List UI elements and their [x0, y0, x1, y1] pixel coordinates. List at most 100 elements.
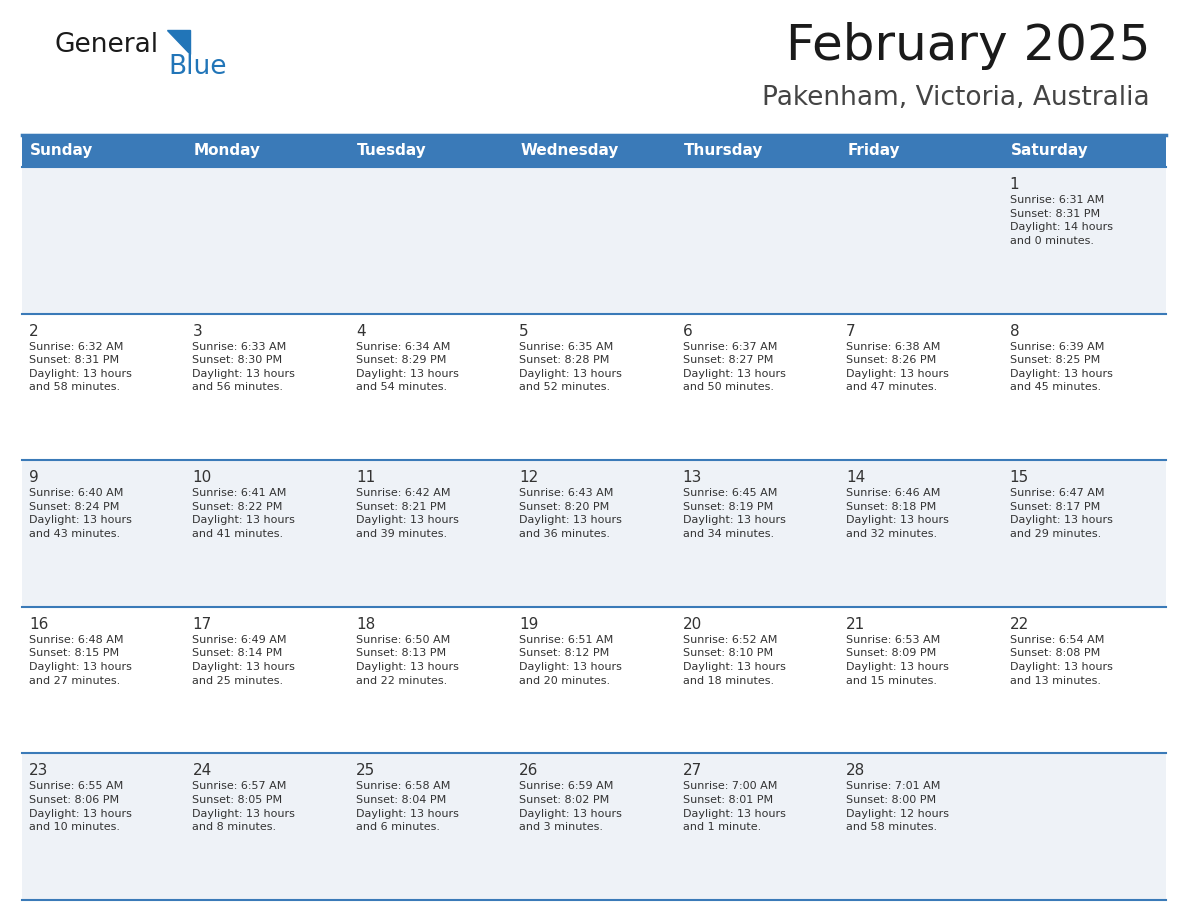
Text: 7: 7 [846, 324, 855, 339]
Bar [1003, 135, 1165, 167]
Text: 22: 22 [1010, 617, 1029, 632]
Bar [349, 607, 512, 754]
Bar [349, 460, 512, 607]
Text: Wednesday: Wednesday [520, 143, 619, 159]
Bar [185, 167, 349, 314]
Text: Sunrise: 6:41 AM
Sunset: 8:22 PM
Daylight: 13 hours
and 41 minutes.: Sunrise: 6:41 AM Sunset: 8:22 PM Dayligh… [192, 488, 296, 539]
Text: Sunrise: 6:58 AM
Sunset: 8:04 PM
Daylight: 13 hours
and 6 minutes.: Sunrise: 6:58 AM Sunset: 8:04 PM Dayligh… [356, 781, 459, 833]
Text: Sunrise: 6:37 AM
Sunset: 8:27 PM
Daylight: 13 hours
and 50 minutes.: Sunrise: 6:37 AM Sunset: 8:27 PM Dayligh… [683, 341, 785, 392]
Text: 10: 10 [192, 470, 211, 486]
Text: 28: 28 [846, 764, 865, 778]
Bar [185, 607, 349, 754]
Text: Sunrise: 7:00 AM
Sunset: 8:01 PM
Daylight: 13 hours
and 1 minute.: Sunrise: 7:00 AM Sunset: 8:01 PM Dayligh… [683, 781, 785, 833]
Text: Monday: Monday [194, 143, 260, 159]
Text: 18: 18 [356, 617, 375, 632]
Text: Sunrise: 6:45 AM
Sunset: 8:19 PM
Daylight: 13 hours
and 34 minutes.: Sunrise: 6:45 AM Sunset: 8:19 PM Dayligh… [683, 488, 785, 539]
Text: 4: 4 [356, 324, 366, 339]
Text: Thursday: Thursday [684, 143, 763, 159]
Text: 9: 9 [29, 470, 39, 486]
Text: General: General [55, 32, 159, 58]
Text: Sunrise: 6:40 AM
Sunset: 8:24 PM
Daylight: 13 hours
and 43 minutes.: Sunrise: 6:40 AM Sunset: 8:24 PM Dayligh… [29, 488, 132, 539]
Bar [676, 135, 839, 167]
Bar [839, 754, 1003, 900]
Text: 12: 12 [519, 470, 538, 486]
Text: Pakenham, Victoria, Australia: Pakenham, Victoria, Australia [763, 85, 1150, 111]
Text: 16: 16 [29, 617, 49, 632]
Text: 2: 2 [29, 324, 39, 339]
Bar [676, 167, 839, 314]
Text: Sunrise: 6:32 AM
Sunset: 8:31 PM
Daylight: 13 hours
and 58 minutes.: Sunrise: 6:32 AM Sunset: 8:31 PM Dayligh… [29, 341, 132, 392]
Text: Sunrise: 6:54 AM
Sunset: 8:08 PM
Daylight: 13 hours
and 13 minutes.: Sunrise: 6:54 AM Sunset: 8:08 PM Dayligh… [1010, 635, 1112, 686]
Text: 11: 11 [356, 470, 375, 486]
Text: Sunrise: 6:31 AM
Sunset: 8:31 PM
Daylight: 14 hours
and 0 minutes.: Sunrise: 6:31 AM Sunset: 8:31 PM Dayligh… [1010, 195, 1113, 246]
Bar [349, 135, 512, 167]
Bar [23, 167, 185, 314]
Text: Blue: Blue [168, 54, 227, 80]
Bar [676, 314, 839, 460]
Text: 1: 1 [1010, 177, 1019, 192]
Text: Sunrise: 6:34 AM
Sunset: 8:29 PM
Daylight: 13 hours
and 54 minutes.: Sunrise: 6:34 AM Sunset: 8:29 PM Dayligh… [356, 341, 459, 392]
Text: Saturday: Saturday [1011, 143, 1088, 159]
Bar [839, 167, 1003, 314]
Bar [23, 607, 185, 754]
Text: Sunrise: 6:51 AM
Sunset: 8:12 PM
Daylight: 13 hours
and 20 minutes.: Sunrise: 6:51 AM Sunset: 8:12 PM Dayligh… [519, 635, 623, 686]
Text: Sunrise: 6:43 AM
Sunset: 8:20 PM
Daylight: 13 hours
and 36 minutes.: Sunrise: 6:43 AM Sunset: 8:20 PM Dayligh… [519, 488, 623, 539]
Text: Sunrise: 6:33 AM
Sunset: 8:30 PM
Daylight: 13 hours
and 56 minutes.: Sunrise: 6:33 AM Sunset: 8:30 PM Dayligh… [192, 341, 296, 392]
Bar [185, 314, 349, 460]
Text: Sunrise: 6:42 AM
Sunset: 8:21 PM
Daylight: 13 hours
and 39 minutes.: Sunrise: 6:42 AM Sunset: 8:21 PM Dayligh… [356, 488, 459, 539]
Bar [512, 314, 676, 460]
Text: 24: 24 [192, 764, 211, 778]
Polygon shape [168, 30, 190, 54]
Bar [23, 460, 185, 607]
Text: Sunrise: 6:50 AM
Sunset: 8:13 PM
Daylight: 13 hours
and 22 minutes.: Sunrise: 6:50 AM Sunset: 8:13 PM Dayligh… [356, 635, 459, 686]
Bar [512, 167, 676, 314]
Text: 13: 13 [683, 470, 702, 486]
Bar [512, 460, 676, 607]
Text: 23: 23 [29, 764, 49, 778]
Text: Sunrise: 6:53 AM
Sunset: 8:09 PM
Daylight: 13 hours
and 15 minutes.: Sunrise: 6:53 AM Sunset: 8:09 PM Dayligh… [846, 635, 949, 686]
Text: 5: 5 [519, 324, 529, 339]
Bar [349, 754, 512, 900]
Bar [1003, 754, 1165, 900]
Bar [839, 607, 1003, 754]
Text: 21: 21 [846, 617, 865, 632]
Text: Tuesday: Tuesday [356, 143, 426, 159]
Text: 8: 8 [1010, 324, 1019, 339]
Text: 25: 25 [356, 764, 375, 778]
Text: Sunrise: 6:47 AM
Sunset: 8:17 PM
Daylight: 13 hours
and 29 minutes.: Sunrise: 6:47 AM Sunset: 8:17 PM Dayligh… [1010, 488, 1112, 539]
Bar [676, 607, 839, 754]
Text: February 2025: February 2025 [785, 22, 1150, 70]
Text: 26: 26 [519, 764, 538, 778]
Bar [1003, 167, 1165, 314]
Text: Sunrise: 6:46 AM
Sunset: 8:18 PM
Daylight: 13 hours
and 32 minutes.: Sunrise: 6:46 AM Sunset: 8:18 PM Dayligh… [846, 488, 949, 539]
Bar [512, 135, 676, 167]
Bar [185, 135, 349, 167]
Bar [1003, 607, 1165, 754]
Bar [1003, 460, 1165, 607]
Text: 6: 6 [683, 324, 693, 339]
Bar [185, 460, 349, 607]
Text: Sunday: Sunday [30, 143, 94, 159]
Text: Sunrise: 6:57 AM
Sunset: 8:05 PM
Daylight: 13 hours
and 8 minutes.: Sunrise: 6:57 AM Sunset: 8:05 PM Dayligh… [192, 781, 296, 833]
Bar [23, 754, 185, 900]
Text: 27: 27 [683, 764, 702, 778]
Text: Sunrise: 6:59 AM
Sunset: 8:02 PM
Daylight: 13 hours
and 3 minutes.: Sunrise: 6:59 AM Sunset: 8:02 PM Dayligh… [519, 781, 623, 833]
Bar [349, 314, 512, 460]
Text: Friday: Friday [847, 143, 899, 159]
Text: Sunrise: 6:55 AM
Sunset: 8:06 PM
Daylight: 13 hours
and 10 minutes.: Sunrise: 6:55 AM Sunset: 8:06 PM Dayligh… [29, 781, 132, 833]
Text: Sunrise: 6:52 AM
Sunset: 8:10 PM
Daylight: 13 hours
and 18 minutes.: Sunrise: 6:52 AM Sunset: 8:10 PM Dayligh… [683, 635, 785, 686]
Bar [839, 314, 1003, 460]
Bar [512, 754, 676, 900]
Text: Sunrise: 6:49 AM
Sunset: 8:14 PM
Daylight: 13 hours
and 25 minutes.: Sunrise: 6:49 AM Sunset: 8:14 PM Dayligh… [192, 635, 296, 686]
Text: Sunrise: 6:38 AM
Sunset: 8:26 PM
Daylight: 13 hours
and 47 minutes.: Sunrise: 6:38 AM Sunset: 8:26 PM Dayligh… [846, 341, 949, 392]
Text: 17: 17 [192, 617, 211, 632]
Text: Sunrise: 6:48 AM
Sunset: 8:15 PM
Daylight: 13 hours
and 27 minutes.: Sunrise: 6:48 AM Sunset: 8:15 PM Dayligh… [29, 635, 132, 686]
Text: 20: 20 [683, 617, 702, 632]
Bar [349, 167, 512, 314]
Bar [839, 135, 1003, 167]
Text: Sunrise: 6:39 AM
Sunset: 8:25 PM
Daylight: 13 hours
and 45 minutes.: Sunrise: 6:39 AM Sunset: 8:25 PM Dayligh… [1010, 341, 1112, 392]
Text: 15: 15 [1010, 470, 1029, 486]
Text: 14: 14 [846, 470, 865, 486]
Bar [676, 754, 839, 900]
Bar [1003, 314, 1165, 460]
